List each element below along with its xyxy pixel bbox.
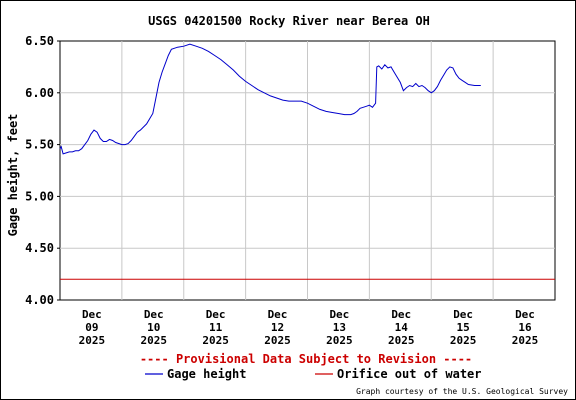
y-tick-label: 4.00	[25, 293, 54, 307]
x-tick-label: 2025	[512, 334, 539, 347]
y-tick-label: 5.00	[25, 189, 54, 203]
x-tick-label: Dec	[268, 308, 288, 321]
x-tick-label: Dec	[391, 308, 411, 321]
y-axis-ticks: 4.00 4.50 5.00 5.50 6.00 6.50	[25, 34, 60, 307]
legend-label-orifice-out-of-water: Orifice out of water	[337, 367, 482, 381]
legend: Gage height Orifice out of water	[145, 367, 482, 381]
series-layer	[59, 43, 555, 280]
x-tick-label: 2025	[141, 334, 168, 347]
x-tick-label: Dec	[515, 308, 535, 321]
x-tick-label: Dec	[144, 308, 164, 321]
x-tick-label: Dec	[82, 308, 102, 321]
y-axis-label: Gage height, feet	[6, 114, 20, 237]
y-tick-label: 5.50	[25, 138, 54, 152]
legend-label-gage-height: Gage height	[167, 367, 246, 381]
x-tick-label: 2025	[264, 334, 291, 347]
x-tick-label: 11	[209, 321, 223, 334]
series-line-gage-height	[59, 43, 481, 155]
x-tick-label: 2025	[326, 334, 353, 347]
x-tick-label: 13	[333, 321, 346, 334]
x-tick-label: Dec	[453, 308, 473, 321]
chart-title: USGS 04201500 Rocky River near Berea OH	[148, 14, 430, 28]
provisional-data-note: ---- Provisional Data Subject to Revisio…	[140, 352, 472, 366]
x-tick-label: 16	[518, 321, 532, 334]
x-tick-label: 12	[271, 321, 284, 334]
x-tick-label: 2025	[79, 334, 106, 347]
x-tick-label: Dec	[206, 308, 226, 321]
y-tick-label: 6.00	[25, 86, 54, 100]
x-tick-label: 2025	[450, 334, 477, 347]
x-tick-label: Dec	[329, 308, 349, 321]
y-tick-label: 4.50	[25, 241, 54, 255]
y-tick-label: 6.50	[25, 34, 54, 48]
x-tick-label: 2025	[202, 334, 229, 347]
credit-text: Graph courtesy of the U.S. Geological Su…	[356, 387, 568, 396]
x-axis-ticks: Dec092025Dec102025Dec112025Dec122025Dec1…	[79, 308, 539, 347]
grid-lines	[60, 41, 555, 300]
x-tick-label: 10	[147, 321, 160, 334]
x-tick-label: 09	[85, 321, 98, 334]
x-tick-label: 15	[457, 321, 470, 334]
x-tick-label: 2025	[388, 334, 415, 347]
x-tick-label: 14	[395, 321, 409, 334]
